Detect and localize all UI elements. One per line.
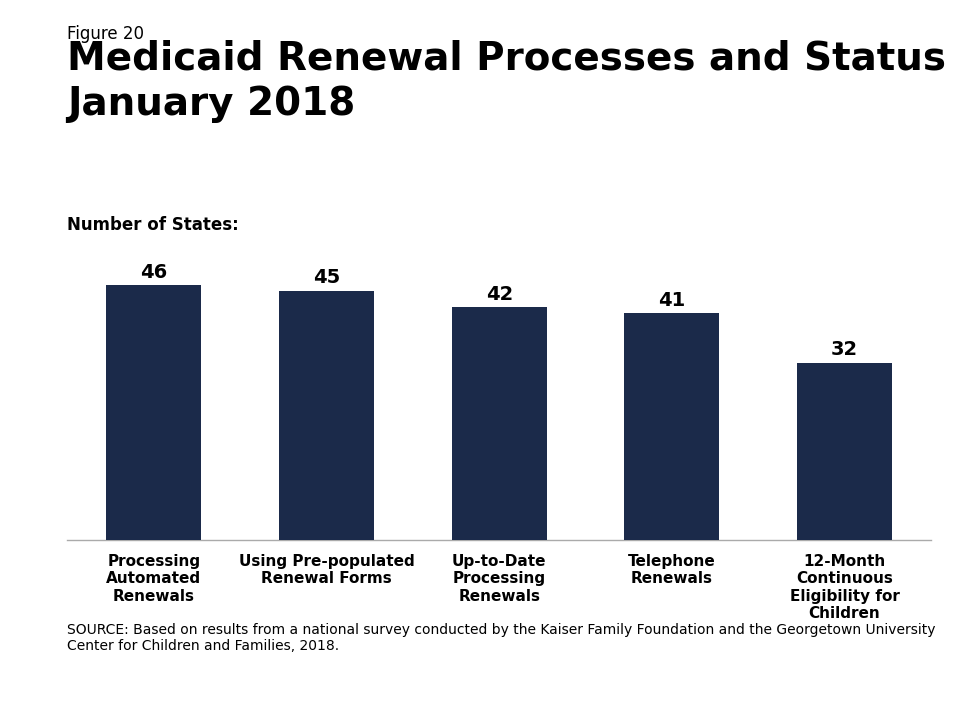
Text: Figure 20: Figure 20 xyxy=(67,25,144,43)
Text: 46: 46 xyxy=(140,263,168,282)
Text: SOURCE: Based on results from a national survey conducted by the Kaiser Family F: SOURCE: Based on results from a national… xyxy=(67,623,936,653)
Bar xyxy=(624,313,719,540)
Bar xyxy=(452,307,546,540)
Bar xyxy=(797,363,892,540)
Text: FOUNDATION: FOUNDATION xyxy=(815,672,899,685)
Text: 42: 42 xyxy=(486,285,513,304)
Text: FAMILY: FAMILY xyxy=(822,655,892,672)
Text: 41: 41 xyxy=(659,291,685,310)
Text: KAISER: KAISER xyxy=(811,639,902,659)
Text: Medicaid Renewal Processes and Status of Renewals,
January 2018: Medicaid Renewal Processes and Status of… xyxy=(67,40,960,123)
Text: Number of States:: Number of States: xyxy=(67,216,239,234)
Text: 32: 32 xyxy=(831,341,858,359)
Bar xyxy=(279,291,374,540)
Bar xyxy=(107,285,202,540)
Text: 45: 45 xyxy=(313,269,340,287)
Text: THE HENRY J.: THE HENRY J. xyxy=(825,629,889,639)
